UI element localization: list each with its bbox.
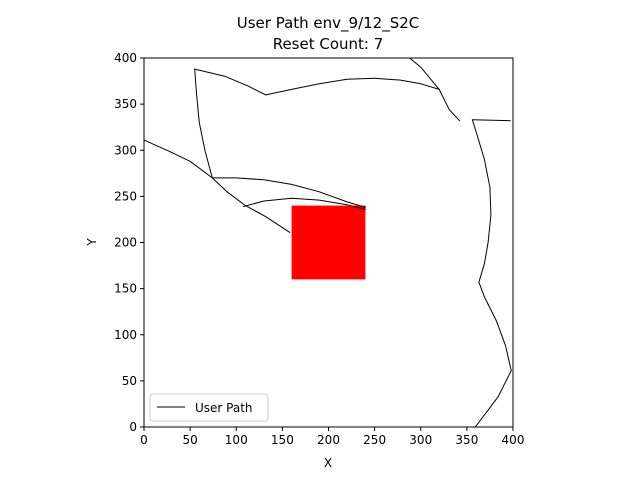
legend: User Path xyxy=(149,393,269,422)
x-tick-label: 350 xyxy=(455,433,478,447)
x-tick-label: 250 xyxy=(363,433,386,447)
y-axis-label: Y xyxy=(85,238,99,247)
user-path-segment-2 xyxy=(471,119,492,283)
user-path-segment-5 xyxy=(409,57,440,90)
x-tick-label: 50 xyxy=(182,433,197,447)
y-tick-label: 0 xyxy=(129,420,137,434)
y-tick-label: 100 xyxy=(114,328,137,342)
x-tick-label: 0 xyxy=(140,433,148,447)
user-path-segment-3 xyxy=(471,119,511,122)
y-tick-label: 150 xyxy=(114,282,137,296)
x-tick-label: 400 xyxy=(502,433,525,447)
legend-label-user-path: User Path xyxy=(195,401,253,415)
x-tick-label: 200 xyxy=(317,433,340,447)
y-tick-label: 400 xyxy=(114,51,137,65)
user-path-segment-6 xyxy=(265,77,440,96)
user-path-segment-4 xyxy=(438,88,460,122)
user-path-segment-0 xyxy=(474,370,512,428)
x-axis-ticks: 0 50 100 150 200 250 300 350 400 xyxy=(140,427,524,447)
user-path-segment-1 xyxy=(478,281,512,372)
legend-box xyxy=(149,393,269,422)
x-tick-label: 300 xyxy=(409,433,432,447)
user-path-segment-11 xyxy=(211,177,366,208)
user-path-segment-9 xyxy=(143,139,213,179)
y-axis-ticks: 0 50 100 150 200 250 300 350 400 xyxy=(114,51,144,434)
chart-subtitle: Reset Count: 7 xyxy=(273,35,384,53)
user-path-segment-8 xyxy=(194,68,213,179)
x-tick-label: 150 xyxy=(271,433,294,447)
x-axis-label: X xyxy=(324,456,332,470)
chart-title: User Path env_9/12_S2C xyxy=(237,14,420,33)
obstacle-layer xyxy=(291,205,366,280)
x-tick-label: 100 xyxy=(225,433,248,447)
y-tick-label: 250 xyxy=(114,189,137,203)
y-tick-label: 300 xyxy=(114,143,137,157)
path-layer xyxy=(143,57,512,428)
user-path-segment-12 xyxy=(243,197,366,210)
y-tick-label: 350 xyxy=(114,97,137,111)
y-tick-label: 200 xyxy=(114,236,137,250)
y-tick-label: 50 xyxy=(122,374,137,388)
user-path-segment-7 xyxy=(194,68,267,96)
obstacle-rect xyxy=(291,205,366,280)
